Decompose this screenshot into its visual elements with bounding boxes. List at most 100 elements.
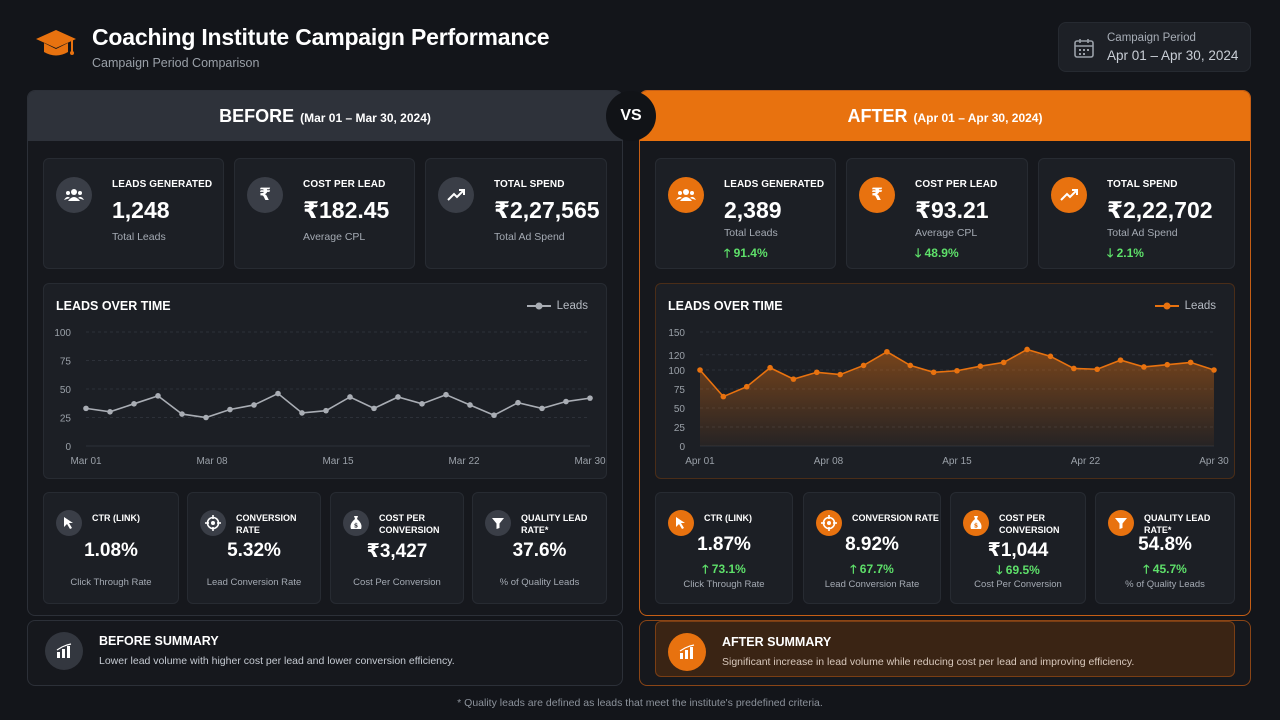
data-point bbox=[1094, 366, 1100, 373]
metric-label: QUALITY LEAD RATE* bbox=[521, 513, 588, 535]
metric-change: 🡑 67.7% bbox=[804, 560, 940, 581]
data-point bbox=[1164, 361, 1171, 368]
data-point bbox=[814, 369, 820, 376]
chart-plot: 0 25 50 75 100 120 150 Apr 01 Apr 08 Apr 15 Apr 22… bbox=[668, 328, 1229, 467]
kpi-change: 🡑 91.4% bbox=[724, 244, 768, 265]
kpi-sub: Total Leads bbox=[112, 231, 166, 243]
y-tick-label: 50 bbox=[674, 404, 686, 415]
vs-badge: VS bbox=[606, 91, 656, 141]
after-metric-cost-conversion: $ COST PER CONVERSION ₹1,044 🡓 69.5% Cos… bbox=[950, 492, 1086, 604]
data-point bbox=[251, 402, 257, 408]
kpi-value: 1,248 bbox=[112, 197, 170, 223]
data-point bbox=[155, 393, 161, 399]
kpi-sub: Average CPL bbox=[915, 227, 978, 239]
metric-label: CONVERSION RATE bbox=[236, 513, 297, 535]
metric-label: COST PER CONVERSION bbox=[999, 513, 1060, 535]
chart-title: LEADS OVER TIME bbox=[668, 299, 783, 313]
metric-label: COST PER CONVERSION bbox=[379, 513, 440, 535]
metric-sub: Lead Conversion Rate bbox=[824, 579, 920, 590]
summary-text: Significant increase in lead volume whil… bbox=[722, 656, 1135, 668]
y-tick-label: 0 bbox=[679, 442, 685, 453]
data-point bbox=[720, 393, 727, 400]
data-point bbox=[860, 362, 867, 369]
data-point bbox=[790, 376, 797, 382]
y-tick-label: 100 bbox=[668, 366, 685, 377]
after-metric-quality: QUALITY LEAD RATE* 54.8% 🡑 45.7% % of Qu… bbox=[1095, 492, 1235, 604]
metric-change-value: 69.5% bbox=[1005, 563, 1040, 577]
data-point bbox=[131, 401, 137, 407]
before-metric-cost-conversion: $ COST PER CONVERSION ₹3,427 Cost Per Co… bbox=[330, 492, 464, 604]
area-fill bbox=[700, 349, 1214, 446]
kpi-change-value: 48.9% bbox=[924, 246, 959, 260]
kpi-label: COST PER LEAD bbox=[303, 179, 386, 190]
metric-value: 5.32% bbox=[227, 540, 281, 561]
data-point bbox=[1211, 367, 1217, 373]
data-point bbox=[587, 395, 593, 401]
money-bag-icon: $ bbox=[963, 510, 989, 536]
graduation-cap-icon bbox=[36, 30, 76, 56]
chart-title: LEADS OVER TIME bbox=[56, 299, 171, 313]
before-summary: BEFORE SUMMARY Lower lead volume with hi… bbox=[27, 620, 623, 686]
summary-title: AFTER SUMMARY bbox=[722, 635, 832, 649]
data-point bbox=[179, 411, 185, 417]
data-point bbox=[371, 405, 377, 412]
arrow-down-icon: 🡓 bbox=[915, 246, 922, 260]
y-tick-label: 150 bbox=[668, 328, 685, 339]
calendar-icon bbox=[1074, 39, 1094, 58]
campaign-period-selector[interactable]: Campaign Period Apr 01 – Apr 30, 2024 bbox=[1058, 22, 1251, 72]
metric-sub: Click Through Rate bbox=[683, 579, 765, 590]
users-icon bbox=[668, 177, 704, 213]
kpi-label: COST PER LEAD bbox=[915, 179, 998, 190]
kpi-value: ₹182.45 bbox=[303, 197, 390, 223]
metric-change-value: 45.7% bbox=[1152, 562, 1187, 576]
kpi-label: LEADS GENERATED bbox=[112, 179, 213, 190]
metric-value: 1.08% bbox=[84, 540, 138, 561]
metric-label: QUALITY LEAD RATE* bbox=[1144, 513, 1211, 535]
kpi-change: 🡓 2.1% bbox=[1107, 244, 1144, 265]
data-point bbox=[443, 391, 449, 398]
data-point bbox=[1071, 365, 1077, 372]
before-metric-conversion: CONVERSION RATE 5.32% Lead Conversion Ra… bbox=[187, 492, 321, 604]
before-dates: (Mar 01 – Mar 30, 2024) bbox=[300, 110, 431, 125]
data-point bbox=[930, 369, 937, 376]
y-tick-label: 25 bbox=[60, 414, 72, 425]
metric-value: ₹1,044 bbox=[987, 540, 1049, 561]
metric-sub: Click Through Rate bbox=[70, 577, 152, 588]
x-tick-label: Mar 30 bbox=[574, 456, 606, 467]
after-kpi-cpl: ₹ COST PER LEAD ₹93.21 Average CPL 🡓 48.… bbox=[846, 158, 1028, 269]
period-label: Campaign Period bbox=[1107, 32, 1196, 44]
data-point bbox=[107, 409, 113, 415]
x-tick-label: Mar 01 bbox=[70, 456, 102, 467]
arrow-down-icon: 🡓 bbox=[1107, 246, 1114, 260]
data-point bbox=[977, 363, 984, 369]
after-leads-chart: LEADS OVER TIME Leads 0 25 50 75 100 120 150 Ap… bbox=[655, 283, 1235, 479]
before-kpi-leads: LEADS GENERATED 1,248 Total Leads bbox=[43, 158, 224, 269]
metric-value: 1.87% bbox=[697, 534, 751, 555]
y-tick-label: 100 bbox=[54, 328, 71, 339]
x-tick-label: Apr 15 bbox=[942, 456, 972, 467]
data-point bbox=[275, 390, 281, 397]
data-point bbox=[83, 405, 89, 412]
series-line bbox=[85, 392, 591, 419]
kpi-label: TOTAL SPEND bbox=[494, 179, 565, 190]
data-point bbox=[837, 371, 843, 378]
kpi-value: ₹2,22,702 bbox=[1107, 197, 1213, 223]
metric-value: 37.6% bbox=[512, 540, 567, 561]
data-point bbox=[515, 399, 521, 406]
metric-label: CTR (LINK) bbox=[704, 513, 752, 523]
footnote: * Quality leads are defined as leads tha… bbox=[457, 697, 823, 709]
kpi-sub: Total Ad Spend bbox=[1107, 227, 1178, 239]
x-tick-label: Mar 15 bbox=[322, 456, 354, 467]
kpi-change: 🡓 48.9% bbox=[915, 244, 959, 265]
arrow-up-icon: 🡑 bbox=[724, 246, 731, 260]
data-point bbox=[539, 405, 545, 412]
cursor-icon bbox=[668, 510, 694, 536]
data-point bbox=[1000, 359, 1007, 366]
rupee-icon: ₹ bbox=[859, 177, 895, 213]
metric-sub: Cost Per Conversion bbox=[353, 577, 441, 588]
data-point bbox=[1117, 357, 1124, 363]
before-kpi-spend: TOTAL SPEND ₹2,27,565 Total Ad Spend bbox=[425, 158, 607, 269]
page-subtitle: Campaign Period Comparison bbox=[92, 56, 260, 70]
data-point bbox=[954, 367, 960, 374]
after-panel-header: AFTER (Apr 01 – Apr 30, 2024) bbox=[640, 91, 1250, 141]
